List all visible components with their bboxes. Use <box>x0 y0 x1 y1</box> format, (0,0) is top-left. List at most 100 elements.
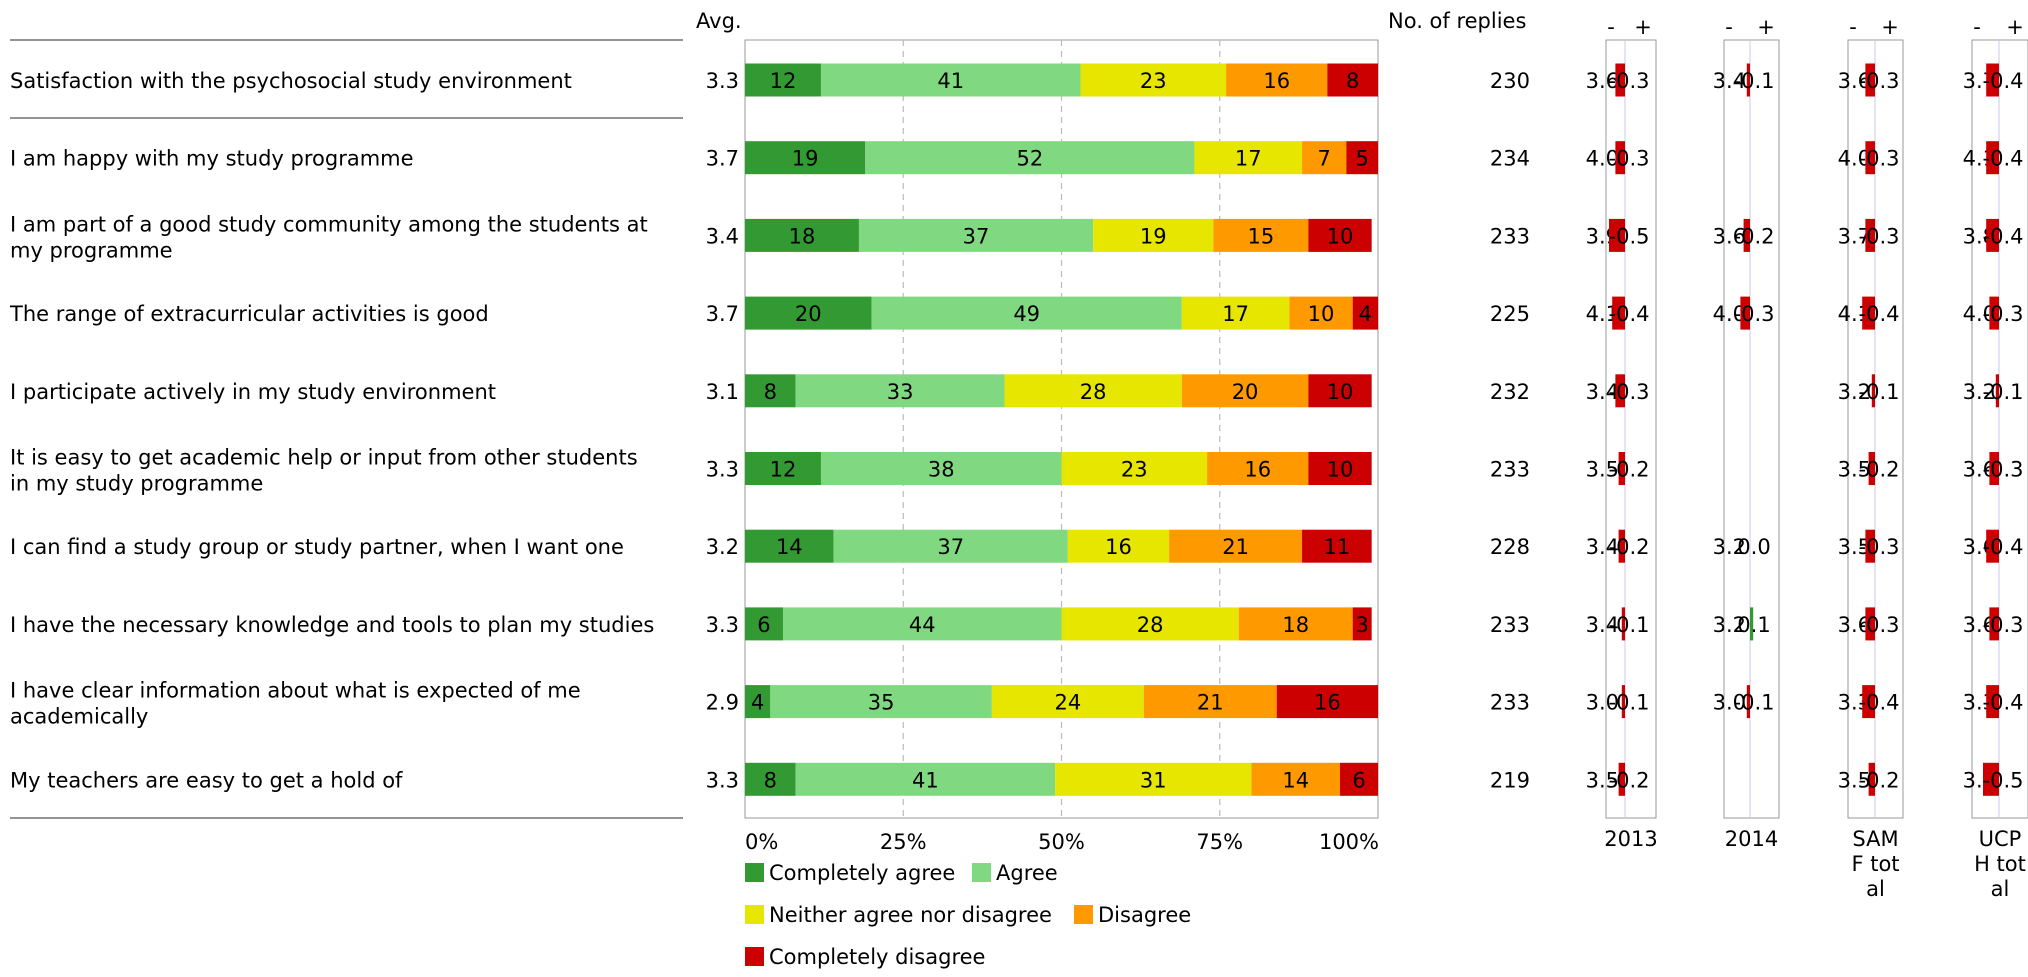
bar-segment <box>1308 374 1372 408</box>
bar-value-label: 8 <box>764 380 777 404</box>
bar-value-label: 23 <box>1121 458 1148 482</box>
legend-label: Completely agree <box>769 861 955 885</box>
question-label: I am happy with my study programme <box>10 147 414 171</box>
question-label: I participate actively in my study envir… <box>10 380 496 404</box>
legend-label: Completely disagree <box>769 945 985 969</box>
difference-bar <box>1746 685 1750 719</box>
bar-segment <box>1251 762 1341 796</box>
x-tick-label: 0% <box>745 830 778 854</box>
bar-segment <box>820 63 1081 97</box>
difference-label: -0.4 <box>1983 147 2024 171</box>
bar-segment <box>1067 529 1170 563</box>
bar-segment <box>1207 452 1309 485</box>
bar-segment <box>991 685 1144 719</box>
bar-segment <box>1061 452 1208 485</box>
difference-bar <box>1621 607 1625 641</box>
minus-sign-label: - <box>1607 15 1615 39</box>
difference-bar <box>1615 63 1625 97</box>
plus-sign-label: + <box>2006 15 2024 39</box>
comparison-column-label: H tot <box>1974 852 2026 876</box>
difference-bar <box>1615 374 1625 408</box>
difference-label: -0.2 <box>1859 768 1900 792</box>
difference-bar <box>1750 607 1754 641</box>
row-replies: 233 <box>1490 224 1530 248</box>
difference-bar <box>1615 141 1625 175</box>
bar-segment <box>1226 63 1328 97</box>
row-replies: 233 <box>1490 691 1530 715</box>
bar-value-label: 12 <box>770 458 797 482</box>
comparison-average: 3.0 <box>1713 691 1746 715</box>
avg-header: Avg. <box>696 9 742 33</box>
difference-bar <box>1865 141 1875 175</box>
comparison-frame <box>1605 39 1657 819</box>
difference-label: -0.4 <box>1983 69 2024 93</box>
comparison-average: 3.0 <box>1586 691 1619 715</box>
plus-sign-label: + <box>1881 15 1899 39</box>
minus-sign-label: - <box>1849 15 1857 39</box>
row-average: 3.4 <box>706 224 739 248</box>
difference-bar <box>1865 63 1875 97</box>
difference-label: -0.3 <box>1859 69 1900 93</box>
bar-segment <box>1238 607 1353 641</box>
bar-value-label: 21 <box>1197 691 1224 715</box>
bar-segment <box>1194 141 1303 175</box>
bar-segment <box>1340 762 1378 796</box>
bar-value-label: 20 <box>795 302 822 326</box>
bar-value-label: 16 <box>1263 69 1290 93</box>
bar-value-label: 10 <box>1327 380 1354 404</box>
bar-segment <box>1289 296 1353 330</box>
comparison-column-label: 2013 <box>1604 827 1657 851</box>
bar-segment <box>1169 529 1303 563</box>
bar-value-label: 6 <box>757 613 770 637</box>
bar-value-label: 8 <box>764 768 777 792</box>
bar-segment <box>1302 141 1347 175</box>
comparison-average: 3.6 <box>1586 69 1619 93</box>
question-label: The range of extracurricular activities … <box>9 302 489 326</box>
difference-label: -0.2 <box>1859 458 1900 482</box>
row-replies: 228 <box>1490 535 1530 559</box>
bar-segment <box>833 529 1068 563</box>
comparison-average: 3.5 <box>1838 458 1871 482</box>
bar-segment <box>820 452 1062 485</box>
comparison-average: 3.4 <box>1586 613 1619 637</box>
difference-bar <box>1746 63 1750 97</box>
difference-label: -0.4 <box>1859 302 1900 326</box>
bar-value-label: 17 <box>1222 302 1249 326</box>
bar-segment <box>745 762 796 796</box>
bar-value-label: 20 <box>1232 380 1259 404</box>
difference-label: -0.3 <box>1859 613 1900 637</box>
bar-value-label: 11 <box>1323 535 1350 559</box>
question-label: My teachers are easy to get a hold of <box>10 768 403 792</box>
difference-label: -0.3 <box>1983 613 2024 637</box>
bar-value-label: 35 <box>868 691 895 715</box>
difference-label: -0.1 <box>1609 691 1650 715</box>
bar-segment <box>1181 296 1290 330</box>
question-label: I have the necessary knowledge and tools… <box>10 613 654 637</box>
difference-bar <box>1986 218 1999 252</box>
bar-segment <box>1093 218 1214 252</box>
question-label: I am part of a good study community amon… <box>10 212 648 236</box>
bar-value-label: 33 <box>887 380 914 404</box>
comparison-average: 3.2 <box>1963 380 1996 404</box>
bar-segment <box>745 529 834 563</box>
comparison-average: 3.5 <box>1586 458 1619 482</box>
difference-label: -0.1 <box>1859 380 1900 404</box>
bar-value-label: 4 <box>751 691 764 715</box>
difference-bar <box>1871 374 1875 408</box>
bar-value-label: 8 <box>1346 69 1359 93</box>
bar-segment <box>745 63 821 97</box>
row-replies: 225 <box>1490 302 1530 326</box>
bar-segment <box>1352 607 1372 641</box>
bar-value-label: 18 <box>1282 613 1309 637</box>
difference-label: -0.1 <box>1734 691 1775 715</box>
difference-label: -0.4 <box>1983 224 2024 248</box>
difference-bar <box>1862 296 1875 330</box>
bar-segment <box>871 296 1182 330</box>
comparison-average: 3.2 <box>1838 380 1871 404</box>
difference-label: -0.2 <box>1609 458 1650 482</box>
bar-segment <box>770 685 992 719</box>
bar-value-label: 19 <box>1140 224 1167 248</box>
row-average: 3.7 <box>706 302 739 326</box>
bar-segment <box>745 452 821 485</box>
difference-bar <box>1983 762 1999 796</box>
